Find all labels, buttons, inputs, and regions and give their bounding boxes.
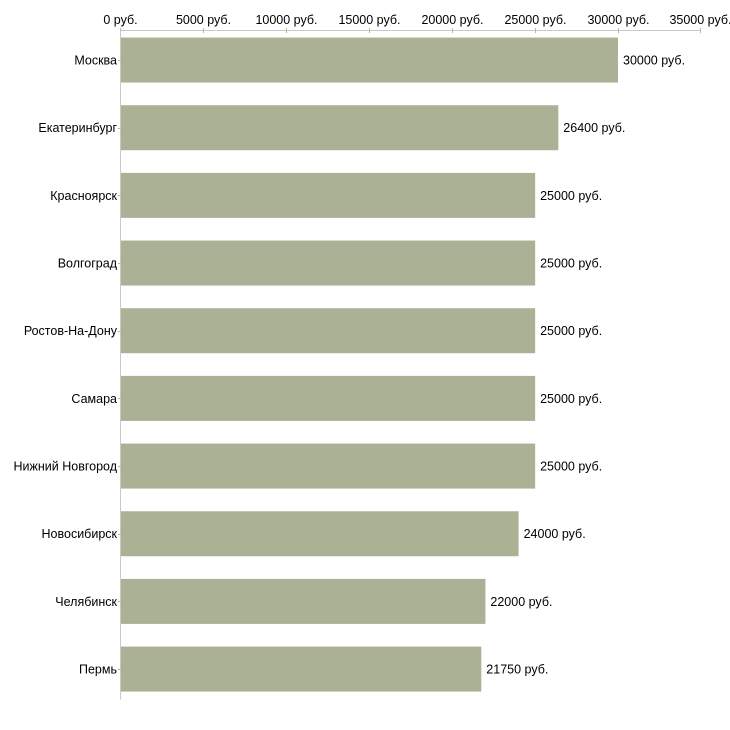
svg-text:21750 руб.: 21750 руб. bbox=[486, 662, 548, 676]
svg-text:25000 руб.: 25000 руб. bbox=[504, 13, 566, 27]
svg-text:25000 руб.: 25000 руб. bbox=[540, 392, 602, 406]
svg-text:Волгоград: Волгоград bbox=[58, 256, 118, 270]
svg-text:25000 руб.: 25000 руб. bbox=[540, 256, 602, 270]
svg-text:25000 руб.: 25000 руб. bbox=[540, 324, 602, 338]
svg-text:Пермь: Пермь bbox=[79, 662, 117, 676]
svg-text:26400 руб.: 26400 руб. bbox=[563, 121, 625, 135]
svg-text:22000 руб.: 22000 руб. bbox=[490, 595, 552, 609]
svg-text:30000 руб.: 30000 руб. bbox=[623, 53, 685, 67]
svg-text:Челябинск: Челябинск bbox=[55, 595, 117, 609]
svg-text:Нижний Новгород: Нижний Новгород bbox=[14, 459, 118, 473]
svg-text:Москва: Москва bbox=[74, 53, 117, 67]
svg-text:5000 руб.: 5000 руб. bbox=[176, 13, 231, 27]
svg-text:0 руб.: 0 руб. bbox=[103, 13, 137, 27]
svg-text:24000 руб.: 24000 руб. bbox=[524, 527, 586, 541]
svg-text:Красноярск: Красноярск bbox=[50, 189, 117, 203]
svg-text:Екатеринбург: Екатеринбург bbox=[38, 121, 117, 135]
svg-text:Самара: Самара bbox=[71, 392, 117, 406]
svg-text:20000 руб.: 20000 руб. bbox=[421, 13, 483, 27]
svg-text:Ростов-На-Дону: Ростов-На-Дону bbox=[24, 324, 118, 338]
svg-text:25000 руб.: 25000 руб. bbox=[540, 459, 602, 473]
svg-text:30000 руб.: 30000 руб. bbox=[587, 13, 649, 27]
svg-text:15000 руб.: 15000 руб. bbox=[338, 13, 400, 27]
svg-text:35000 руб.: 35000 руб. bbox=[669, 13, 730, 27]
svg-text:Новосибирск: Новосибирск bbox=[42, 527, 118, 541]
svg-text:25000 руб.: 25000 руб. bbox=[540, 189, 602, 203]
svg-text:10000 руб.: 10000 руб. bbox=[255, 13, 317, 27]
